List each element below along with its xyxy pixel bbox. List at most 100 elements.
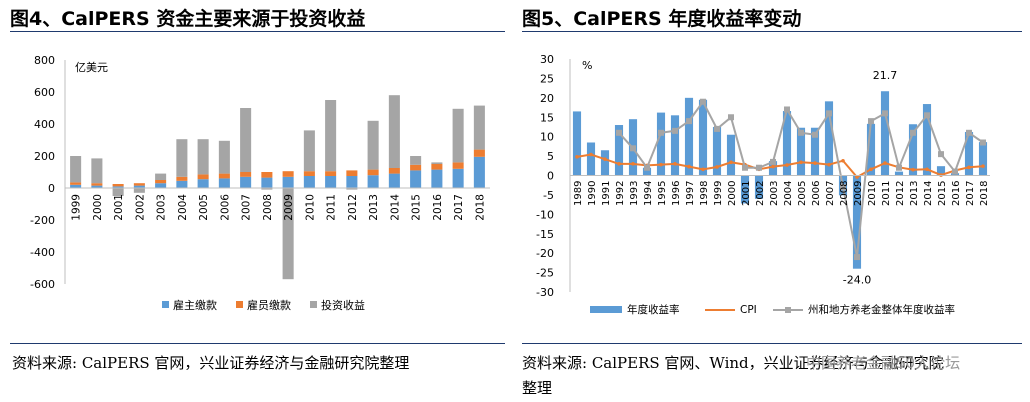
chart2-bar-年度收益率 (852, 175, 862, 269)
chart2-bar-年度收益率 (600, 150, 610, 176)
chart2-xtick-label: 1990 (587, 181, 598, 206)
chart1-bar-雇主缴款 (133, 185, 145, 188)
chart1-title: 图4、CalPERS 资金主要来源于投资收益 (10, 8, 366, 30)
chart2-ytick-label: -5 (543, 189, 554, 202)
chart2-bar-年度收益率 (670, 115, 680, 176)
chart2-xtick-label: 2006 (811, 181, 822, 206)
chart2-point-州和地方养老金整体年度收益率 (910, 129, 916, 136)
chart1-xtick-label: 2009 (283, 194, 295, 221)
chart2-point-州和地方养老金整体年度收益率 (630, 145, 636, 152)
chart2-point-CPI (967, 165, 971, 170)
chart2-bar-年度收益率 (726, 134, 736, 176)
chart2-point-州和地方养老金整体年度收益率 (770, 158, 776, 165)
chart1-source: 资料来源: CalPERS 官网，兴业证券经济与金融研究院整理 (12, 354, 410, 372)
chart1-ytick-label: -400 (30, 246, 55, 259)
chart2-bar-年度收益率 (880, 91, 890, 176)
chart1-bar-雇员缴款 (473, 149, 485, 157)
chart1-bar-雇主缴款 (431, 169, 443, 188)
chart2-point-州和地方养老金整体年度收益率 (980, 139, 986, 146)
chart1-bar-雇主缴款 (346, 176, 358, 188)
chart2-xtick-label: 1991 (601, 181, 612, 206)
chart2-bar-年度收益率 (894, 171, 904, 176)
watermark-text: 中国养老金融50人论坛 (806, 354, 961, 372)
chart2-bar-年度收益率 (810, 127, 820, 176)
chart2-xtick-label: 1989 (573, 181, 584, 206)
chart1-bottom-rule (10, 343, 505, 344)
chart1-legend-label: 雇主缴款 (173, 298, 217, 312)
chart1-xtick-label: 2017 (453, 194, 465, 221)
chart1-bar-投资收益 (133, 188, 145, 193)
chart1-bar-雇主缴款 (325, 176, 337, 188)
chart1-bar-投资收益 (91, 158, 103, 184)
chart2-bar-年度收益率 (642, 167, 652, 176)
chart2-source-line2: 整理 (522, 379, 553, 397)
chart2-bar-年度收益率 (796, 127, 806, 176)
chart1-bar-雇员缴款 (282, 171, 294, 177)
chart2-point-州和地方养老金整体年度收益率 (616, 129, 622, 136)
chart2-xtick-label: 2001 (741, 181, 752, 206)
chart1-bar-雇员缴款 (431, 164, 443, 170)
chart1-xtick-label: 2015 (411, 194, 423, 221)
chart1-bar-投资收益 (452, 108, 464, 163)
chart1-bar-投资收益 (303, 130, 315, 172)
chart1-xtick-label: 2001 (113, 194, 125, 221)
chart1-bar-雇员缴款 (176, 176, 188, 181)
chart1-bar-雇员缴款 (197, 174, 209, 180)
chart2-point-CPI (617, 162, 621, 166)
chart2-point-州和地方养老金整体年度收益率 (924, 112, 930, 119)
chart2-bar-年度收益率 (684, 97, 694, 176)
chart2-xtick-label: 2002 (755, 181, 766, 206)
chart2-unit-label: % (582, 59, 592, 72)
chart1-bar-投资收益 (325, 100, 337, 172)
chart2-ytick-label: -20 (536, 247, 554, 260)
chart2-point-CPI (785, 163, 789, 167)
chart1-bar-雇员缴款 (452, 162, 464, 169)
chart1-bar-投资收益 (112, 188, 124, 196)
chart2-point-CPI (687, 164, 691, 169)
chart2-point-CPI (673, 162, 677, 166)
chart1-xtick-label: 2008 (262, 194, 274, 221)
chart2-point-州和地方养老金整体年度收益率 (854, 254, 860, 261)
chart2-point-CPI (813, 161, 817, 165)
chart2-xtick-label: 2011 (881, 181, 892, 206)
chart2-bar-年度收益率 (656, 112, 666, 176)
chart2-point-州和地方养老金整体年度收益率 (672, 127, 678, 134)
chart2-point-CPI (729, 160, 733, 165)
chart2-point-州和地方养老金整体年度收益率 (840, 184, 846, 191)
chart2-xtick-label: 1997 (685, 181, 696, 206)
chart2-xtick-label: 2005 (797, 181, 808, 206)
chart1-bar-雇主缴款 (388, 173, 400, 188)
chart2-bar-年度收益率 (740, 175, 750, 204)
chart1-bar-雇主缴款 (197, 179, 209, 188)
chart1-bar-雇员缴款 (325, 171, 337, 176)
chart1-bar-雇员缴款 (367, 169, 379, 176)
chart1-xtick-label: 2012 (347, 194, 359, 221)
chart2-point-州和地方养老金整体年度收益率 (686, 118, 692, 125)
chart2-bar-年度收益率 (712, 126, 722, 176)
chart1-bar-投资收益 (261, 188, 273, 190)
chart2-xtick-label: 1992 (615, 181, 626, 206)
chart2-xtick-label: 2014 (923, 181, 934, 206)
chart2-ytick-label: 5 (547, 150, 554, 163)
chart2-bar-年度收益率 (586, 142, 596, 176)
chart2-point-州和地方养老金整体年度收益率 (728, 114, 734, 121)
chart1-bar-雇员缴款 (410, 164, 422, 171)
chart1-bar-雇主缴款 (91, 185, 103, 188)
chart1-xtick-label: 2000 (92, 194, 104, 221)
chart2-ytick-label: 20 (540, 92, 554, 105)
chart2-xtick-label: 2004 (783, 181, 794, 206)
chart2-bar-年度收益率 (782, 111, 792, 176)
chart2-point-州和地方养老金整体年度收益率 (966, 129, 972, 136)
chart2-ytick-label: -30 (536, 286, 554, 299)
chart1-bar-雇主缴款 (70, 184, 82, 188)
chart2-point-CPI (827, 162, 831, 167)
chart2-xtick-label: 2008 (839, 181, 850, 206)
chart1-bar-雇主缴款 (155, 183, 167, 188)
chart2-ytick-label: -15 (536, 228, 554, 241)
chart2-xtick-label: 2010 (867, 181, 878, 206)
chart2-point-州和地方养老金整体年度收益率 (658, 129, 664, 136)
chart1-ytick-label: -200 (30, 214, 55, 227)
chart2-xtick-label: 1995 (657, 181, 668, 206)
chart2-point-CPI (869, 167, 873, 172)
